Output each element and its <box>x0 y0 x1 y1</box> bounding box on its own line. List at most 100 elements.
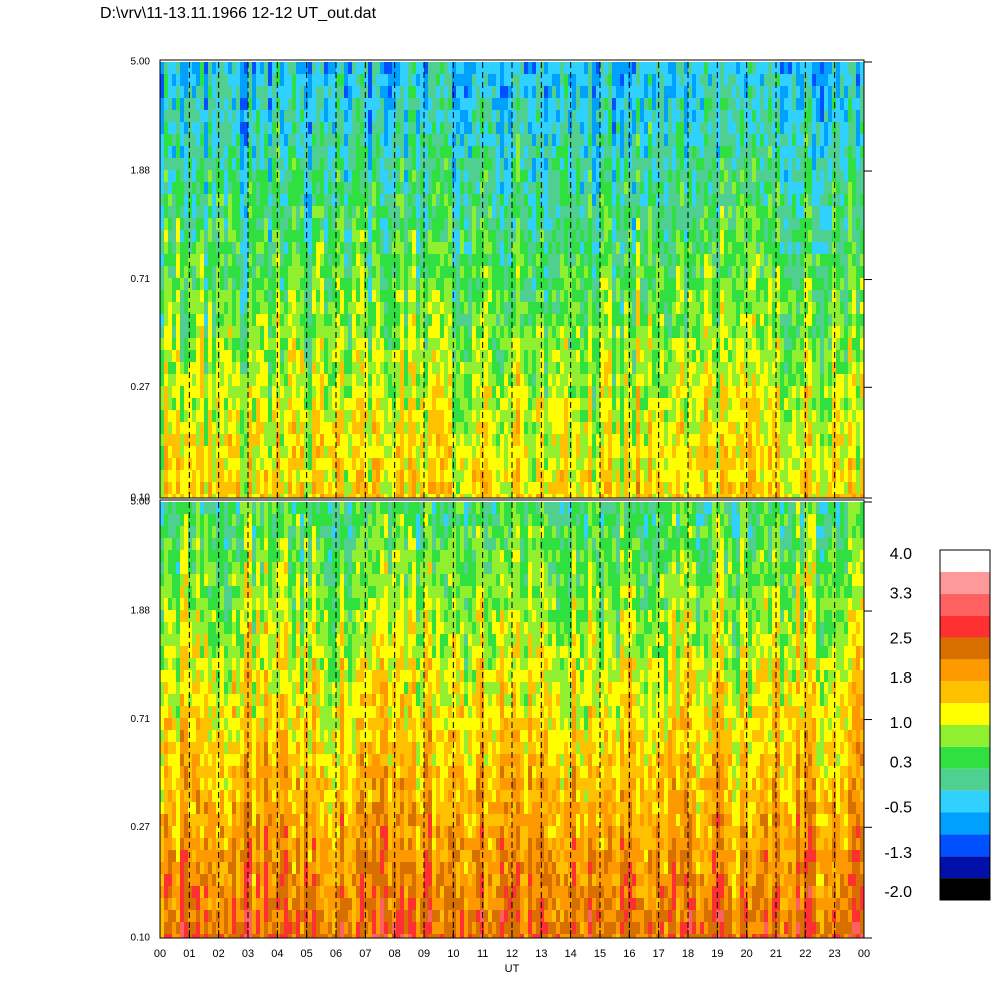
texture-cell <box>556 86 560 98</box>
texture-cell <box>604 374 608 386</box>
texture-cell <box>460 206 464 218</box>
texture-cell <box>416 146 420 158</box>
texture-cell <box>228 86 232 98</box>
texture-cell <box>268 134 272 146</box>
texture-cell <box>392 422 396 434</box>
texture-cell <box>328 350 332 362</box>
texture-cell <box>400 98 404 110</box>
texture-cell <box>324 350 328 362</box>
texture-cell <box>200 182 204 194</box>
texture-cell <box>668 422 672 434</box>
texture-cell <box>312 218 316 230</box>
texture-cell <box>452 386 456 398</box>
texture-cell <box>216 170 220 182</box>
texture-cell <box>560 494 564 498</box>
texture-cell <box>564 122 568 134</box>
texture-cell <box>640 458 644 470</box>
texture-cell <box>692 362 696 374</box>
texture-cell <box>380 458 384 470</box>
texture-cell <box>608 206 612 218</box>
texture-cell <box>576 494 580 498</box>
texture-cell <box>576 362 580 374</box>
texture-cell <box>232 86 236 98</box>
texture-cell <box>180 374 184 386</box>
texture-cell <box>508 434 512 446</box>
texture-cell <box>416 290 420 302</box>
texture-cell <box>624 182 628 194</box>
texture-cell <box>340 170 344 182</box>
texture-cell <box>216 134 220 146</box>
texture-cell <box>380 494 384 498</box>
texture-cell <box>212 134 216 146</box>
texture-cell <box>492 326 496 338</box>
texture-cell <box>604 482 608 494</box>
texture-cell <box>516 182 520 194</box>
texture-cell <box>572 338 576 350</box>
texture-cell <box>536 158 540 170</box>
texture-cell <box>160 146 164 158</box>
texture-cell <box>240 218 244 230</box>
texture-cell <box>420 122 424 134</box>
texture-cell <box>252 482 256 494</box>
texture-cell <box>688 98 692 110</box>
texture-cell <box>420 206 424 218</box>
texture-cell <box>228 470 232 482</box>
texture-cell <box>296 158 300 170</box>
texture-cell <box>204 254 208 266</box>
texture-cell <box>324 182 328 194</box>
texture-cell <box>200 278 204 290</box>
texture-cell <box>184 98 188 110</box>
texture-cell <box>248 398 252 410</box>
texture-cell <box>428 398 432 410</box>
texture-cell <box>252 182 256 194</box>
texture-cell <box>268 482 272 494</box>
texture-cell <box>560 278 564 290</box>
texture-cell <box>384 398 388 410</box>
texture-cell <box>576 62 580 74</box>
texture-cell <box>656 254 660 266</box>
texture-cell <box>396 290 400 302</box>
texture-cell <box>232 218 236 230</box>
texture-cell <box>220 314 224 326</box>
texture-cell <box>652 338 656 350</box>
texture-cell <box>368 458 372 470</box>
texture-cell <box>516 86 520 98</box>
texture-cell <box>656 122 660 134</box>
texture-cell <box>292 242 296 254</box>
texture-cell <box>620 170 624 182</box>
texture-cell <box>692 122 696 134</box>
texture-cell <box>496 218 500 230</box>
texture-cell <box>560 134 564 146</box>
texture-cell <box>308 194 312 206</box>
texture-cell <box>360 386 364 398</box>
texture-cell <box>528 434 532 446</box>
texture-cell <box>636 314 640 326</box>
texture-cell <box>684 350 688 362</box>
texture-cell <box>412 278 416 290</box>
texture-cell <box>228 314 232 326</box>
texture-cell <box>316 266 320 278</box>
texture-cell <box>316 194 320 206</box>
texture-cell <box>572 350 576 362</box>
texture-cell <box>344 278 348 290</box>
texture-cell <box>624 194 628 206</box>
texture-cell <box>340 338 344 350</box>
texture-cell <box>344 182 348 194</box>
texture-cell <box>248 146 252 158</box>
texture-cell <box>532 62 536 74</box>
texture-cell <box>308 446 312 458</box>
texture-cell <box>408 362 412 374</box>
texture-cell <box>548 266 552 278</box>
texture-cell <box>668 338 672 350</box>
texture-cell <box>204 110 208 122</box>
texture-cell <box>516 470 520 482</box>
texture-cell <box>680 350 684 362</box>
texture-cell <box>472 218 476 230</box>
texture-cell <box>276 230 280 242</box>
texture-cell <box>600 302 604 314</box>
texture-cell <box>436 254 440 266</box>
texture-cell <box>160 314 164 326</box>
texture-cell <box>480 242 484 254</box>
texture-cell <box>360 110 364 122</box>
texture-cell <box>564 230 568 242</box>
